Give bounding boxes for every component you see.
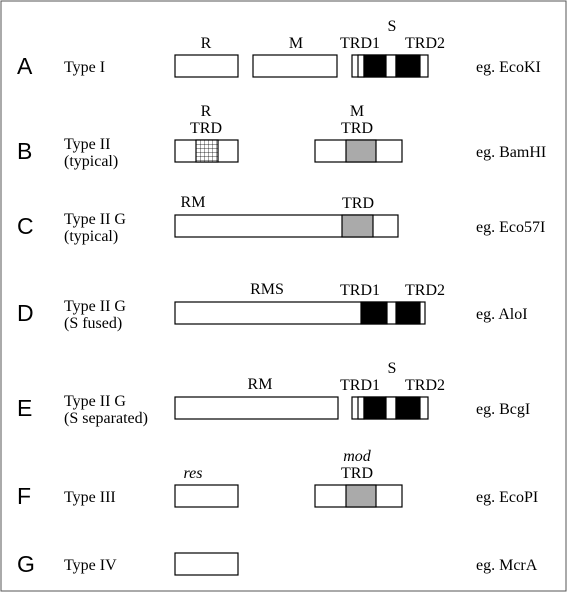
type-label: Type IV	[64, 557, 117, 574]
example-enzyme: eg. BcgI	[476, 401, 530, 418]
domain-label: RMS	[250, 281, 284, 298]
domain-label: RM	[248, 376, 273, 393]
type-label: Type III	[64, 489, 116, 506]
example-enzyme: eg. McrA	[476, 557, 538, 574]
domain-label: S	[388, 18, 397, 35]
trd1-label: TRD1	[340, 282, 380, 299]
row-letter: B	[17, 138, 32, 164]
spacer-segment	[385, 54, 397, 78]
example-enzyme: eg. AloI	[476, 306, 528, 323]
domain-outline	[174, 396, 339, 420]
row-letter: E	[17, 395, 32, 421]
trd-grey-segment	[341, 214, 374, 238]
domain-box	[174, 54, 239, 78]
type-label: Type II	[64, 136, 110, 153]
row-letter: D	[17, 300, 34, 326]
domain-box	[351, 396, 429, 420]
domain-label: R	[201, 35, 212, 52]
domain-outline	[252, 54, 338, 78]
trd-grey-segment	[345, 484, 377, 508]
trd-black-segment	[363, 396, 387, 420]
type-sublabel: (typical)	[64, 153, 118, 170]
domain-box	[174, 552, 239, 576]
row-letter: C	[17, 213, 34, 239]
domain-outline	[174, 552, 239, 576]
type-sublabel: (S separated)	[64, 410, 148, 427]
example-enzyme: eg. Eco57I	[476, 219, 545, 236]
domain-label: S	[388, 360, 397, 377]
domain-box	[174, 139, 239, 163]
domain-label: M	[350, 103, 364, 120]
trd1-label: TRD1	[340, 377, 380, 394]
trd-label: TRD	[341, 465, 373, 482]
trd-hatched-segment	[195, 139, 219, 163]
trd-black-segment	[363, 54, 387, 78]
trd-black-segment	[395, 301, 421, 325]
trd-label: TRD	[341, 120, 373, 137]
domain-outline	[174, 484, 239, 508]
type-sublabel: (S fused)	[64, 315, 122, 332]
type-sublabel: (typical)	[64, 228, 118, 245]
domain-box	[174, 484, 239, 508]
domain-box	[351, 54, 429, 78]
spacer-segment	[357, 396, 365, 420]
domain-label: R	[201, 103, 212, 120]
row-letter: G	[17, 551, 35, 577]
trd2-label: TRD2	[405, 377, 445, 394]
domain-box	[314, 484, 403, 508]
example-enzyme: eg. BamHI	[476, 144, 546, 161]
trd1-label: TRD1	[340, 35, 380, 52]
domain-box	[252, 54, 338, 78]
trd-grey-segment	[345, 139, 377, 163]
type-label: Type I	[64, 59, 105, 76]
spacer-segment	[385, 396, 397, 420]
domain-box	[174, 214, 399, 238]
trd-black-segment	[395, 396, 421, 420]
example-enzyme: eg. EcoKI	[476, 59, 541, 76]
domain-label: mod	[343, 448, 372, 465]
trd2-label: TRD2	[405, 282, 445, 299]
trd-black-segment	[395, 54, 421, 78]
example-enzyme: eg. EcoPI	[476, 489, 538, 506]
row-letter: F	[17, 483, 31, 509]
type-label: Type II G	[64, 211, 126, 228]
domain-label: RM	[181, 194, 206, 211]
domain-outline	[174, 54, 239, 78]
type-label: Type II G	[64, 393, 126, 410]
trd-black-segment	[360, 301, 388, 325]
domain-box	[314, 139, 403, 163]
type-label: Type II G	[64, 298, 126, 315]
domain-box	[174, 301, 426, 325]
domain-box	[174, 396, 339, 420]
trd2-label: TRD2	[405, 35, 445, 52]
spacer-segment	[357, 54, 365, 78]
domain-label: res	[184, 465, 203, 482]
row-letter: A	[17, 53, 33, 79]
domain-label: M	[289, 35, 303, 52]
trd-label: TRD	[190, 120, 222, 137]
trd-label: TRD	[342, 195, 374, 212]
